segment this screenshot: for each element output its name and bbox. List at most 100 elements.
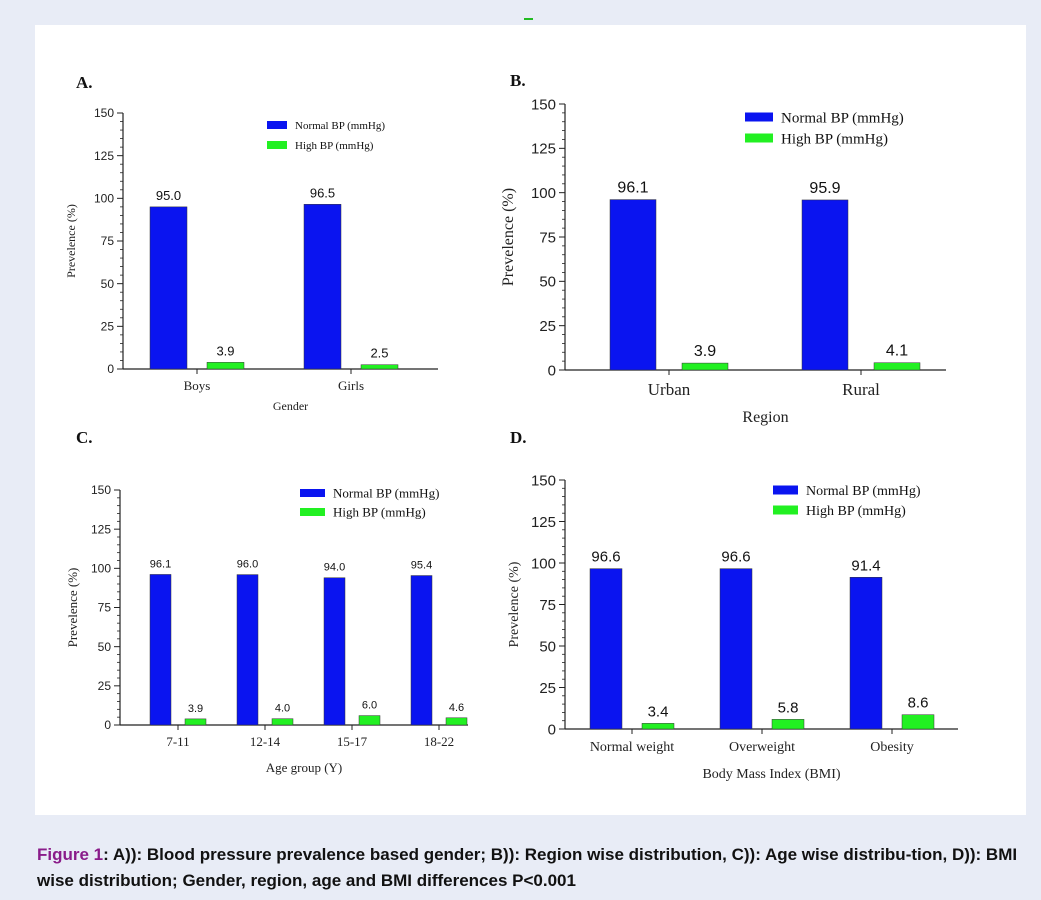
y-tick-label-b: 25 [539, 318, 556, 335]
y-tick-label-c: 100 [91, 562, 111, 576]
normal-bp-bar-a [303, 204, 342, 370]
y-tick-label-c: 50 [98, 640, 112, 654]
y-tick-label-c: 0 [104, 718, 111, 732]
legend-label-normal-bp-b: Normal BP (mmHg) [781, 110, 904, 126]
y-tick-label-a: 150 [94, 106, 114, 120]
figure-caption: Figure 1: A)): Blood pressure prevalence… [37, 842, 1027, 894]
normal-bp-bar-c [236, 574, 259, 726]
y-tick-label-d: 100 [531, 555, 556, 572]
x-tick-label-b: Urban [648, 380, 691, 399]
normal-bp-value-label-d: 96.6 [721, 549, 750, 566]
high-bp-value-label-a: 2.5 [370, 346, 388, 361]
y-tick-label-b: 75 [539, 229, 556, 246]
legend-swatch-normal-bp-b [745, 112, 773, 122]
normal-bp-bar-b [801, 199, 849, 371]
high-bp-value-label-d: 3.4 [648, 703, 669, 720]
panel-label-b: B. [510, 71, 526, 90]
chart-panel-b: B. 0 25 50 75 100 125 150 Prevelence (%) 96.1 3.9 U… [500, 71, 946, 426]
y-tick-label-a: 0 [107, 362, 114, 376]
x-axis-label-d: Body Mass Index (BMI) [702, 767, 840, 782]
y-tick-label-a: 125 [94, 149, 114, 163]
y-tick-label-c: 75 [98, 601, 112, 615]
y-tick-label-d: 75 [539, 597, 556, 614]
high-bp-bar-a [360, 364, 399, 370]
high-bp-bar-b [873, 362, 921, 371]
x-axis-label-b: Region [742, 409, 788, 426]
normal-bp-value-label-d: 96.6 [591, 549, 620, 566]
normal-bp-bar-b [609, 199, 657, 371]
x-tick-label-c: 7-11 [166, 734, 189, 749]
x-tick-label-c: 18-22 [424, 734, 454, 749]
y-tick-label-c: 125 [91, 522, 111, 536]
y-tick-label-b: 125 [531, 141, 556, 158]
high-bp-bar-c [445, 717, 468, 726]
chart-panel-a: A. 0 25 50 75 100 125 150 Prevelence (%) 95.0 3.9 B… [64, 73, 438, 413]
normal-bp-value-label-a: 95.0 [156, 188, 181, 203]
legend-swatch-high-bp-c [300, 508, 325, 516]
figure-caption-label: Figure 1 [37, 845, 104, 864]
high-bp-value-label-c: 6.0 [362, 700, 377, 712]
y-tick-label-b: 150 [531, 96, 556, 113]
high-bp-value-label-b: 3.9 [694, 343, 716, 360]
y-axis-label-a: Prevelence (%) [64, 204, 78, 278]
normal-bp-bar-c [410, 575, 433, 726]
chart-panel-c: C. 0 25 50 75 100 125 150 Prevelence (%) 96.1 3.9 7… [65, 428, 468, 775]
y-axis-label-b: Prevelence (%) [500, 188, 517, 286]
high-bp-value-label-d: 5.8 [778, 699, 799, 716]
legend-label-high-bp-a: High BP (mmHg) [295, 140, 374, 152]
normal-bp-bar-a [149, 206, 188, 370]
legend-label-normal-bp-d: Normal BP (mmHg) [806, 484, 921, 499]
legend-label-high-bp-b: High BP (mmHg) [781, 131, 888, 147]
high-bp-bar-d [771, 719, 805, 730]
chart-panel-d: D. 0 25 50 75 100 125 150 Prevelence (%) 96.6 3.4 N… [507, 428, 958, 782]
normal-bp-value-label-c: 96.1 [150, 558, 171, 570]
high-bp-bar-b [681, 362, 729, 371]
y-tick-label-d: 0 [548, 721, 556, 738]
x-axis-label-a: Gender [273, 399, 308, 413]
legend-swatch-high-bp-a [267, 141, 287, 149]
normal-bp-value-label-a: 96.5 [310, 185, 335, 200]
x-tick-label-c: 15-17 [337, 734, 368, 749]
normal-bp-value-label-b: 96.1 [617, 180, 648, 197]
normal-bp-bar-d [849, 577, 883, 730]
legend-swatch-normal-bp-a [267, 121, 287, 129]
normal-bp-value-label-c: 95.4 [411, 560, 432, 572]
legend-swatch-high-bp-b [745, 133, 773, 143]
y-tick-label-d: 50 [539, 638, 556, 655]
top-marker [524, 18, 533, 20]
figure-caption-text: A)): Blood pressure prevalence based gen… [37, 845, 1018, 890]
high-bp-value-label-c: 4.6 [449, 702, 464, 714]
y-tick-label-a: 100 [94, 192, 114, 206]
legend-label-high-bp-c: High BP (mmHg) [333, 505, 426, 520]
high-bp-bar-c [271, 718, 294, 726]
x-axis-label-c: Age group (Y) [266, 760, 343, 775]
normal-bp-value-label-b: 95.9 [809, 180, 840, 197]
normal-bp-value-label-d: 91.4 [851, 557, 880, 574]
y-tick-label-b: 100 [531, 185, 556, 202]
y-tick-label-c: 25 [98, 679, 112, 693]
normal-bp-value-label-c: 94.0 [324, 562, 345, 574]
normal-bp-value-label-c: 96.0 [237, 559, 258, 571]
x-tick-label-c: 12-14 [250, 734, 281, 749]
y-axis-label-c: Prevelence (%) [65, 568, 80, 648]
high-bp-value-label-d: 8.6 [908, 695, 929, 712]
x-tick-label-a: Boys [184, 378, 211, 393]
x-tick-label-b: Rural [842, 380, 880, 399]
high-bp-value-label-b: 4.1 [886, 343, 908, 360]
normal-bp-bar-d [719, 568, 753, 730]
normal-bp-bar-c [149, 574, 172, 726]
y-tick-label-b: 0 [548, 362, 556, 379]
y-axis-label-d: Prevelence (%) [507, 561, 522, 647]
high-bp-bar-c [358, 715, 381, 726]
panel-label-c: C. [76, 428, 93, 447]
high-bp-value-label-a: 3.9 [216, 343, 234, 358]
y-tick-label-d: 150 [531, 472, 556, 489]
y-tick-label-a: 50 [101, 277, 115, 291]
legend-swatch-high-bp-d [773, 505, 798, 515]
x-tick-label-d: Normal weight [590, 740, 674, 755]
high-bp-bar-c [184, 718, 207, 726]
legend-label-normal-bp-a: Normal BP (mmHg) [295, 120, 385, 132]
normal-bp-bar-d [589, 568, 623, 730]
y-tick-label-a: 75 [101, 234, 115, 248]
x-tick-label-d: Obesity [870, 740, 914, 755]
